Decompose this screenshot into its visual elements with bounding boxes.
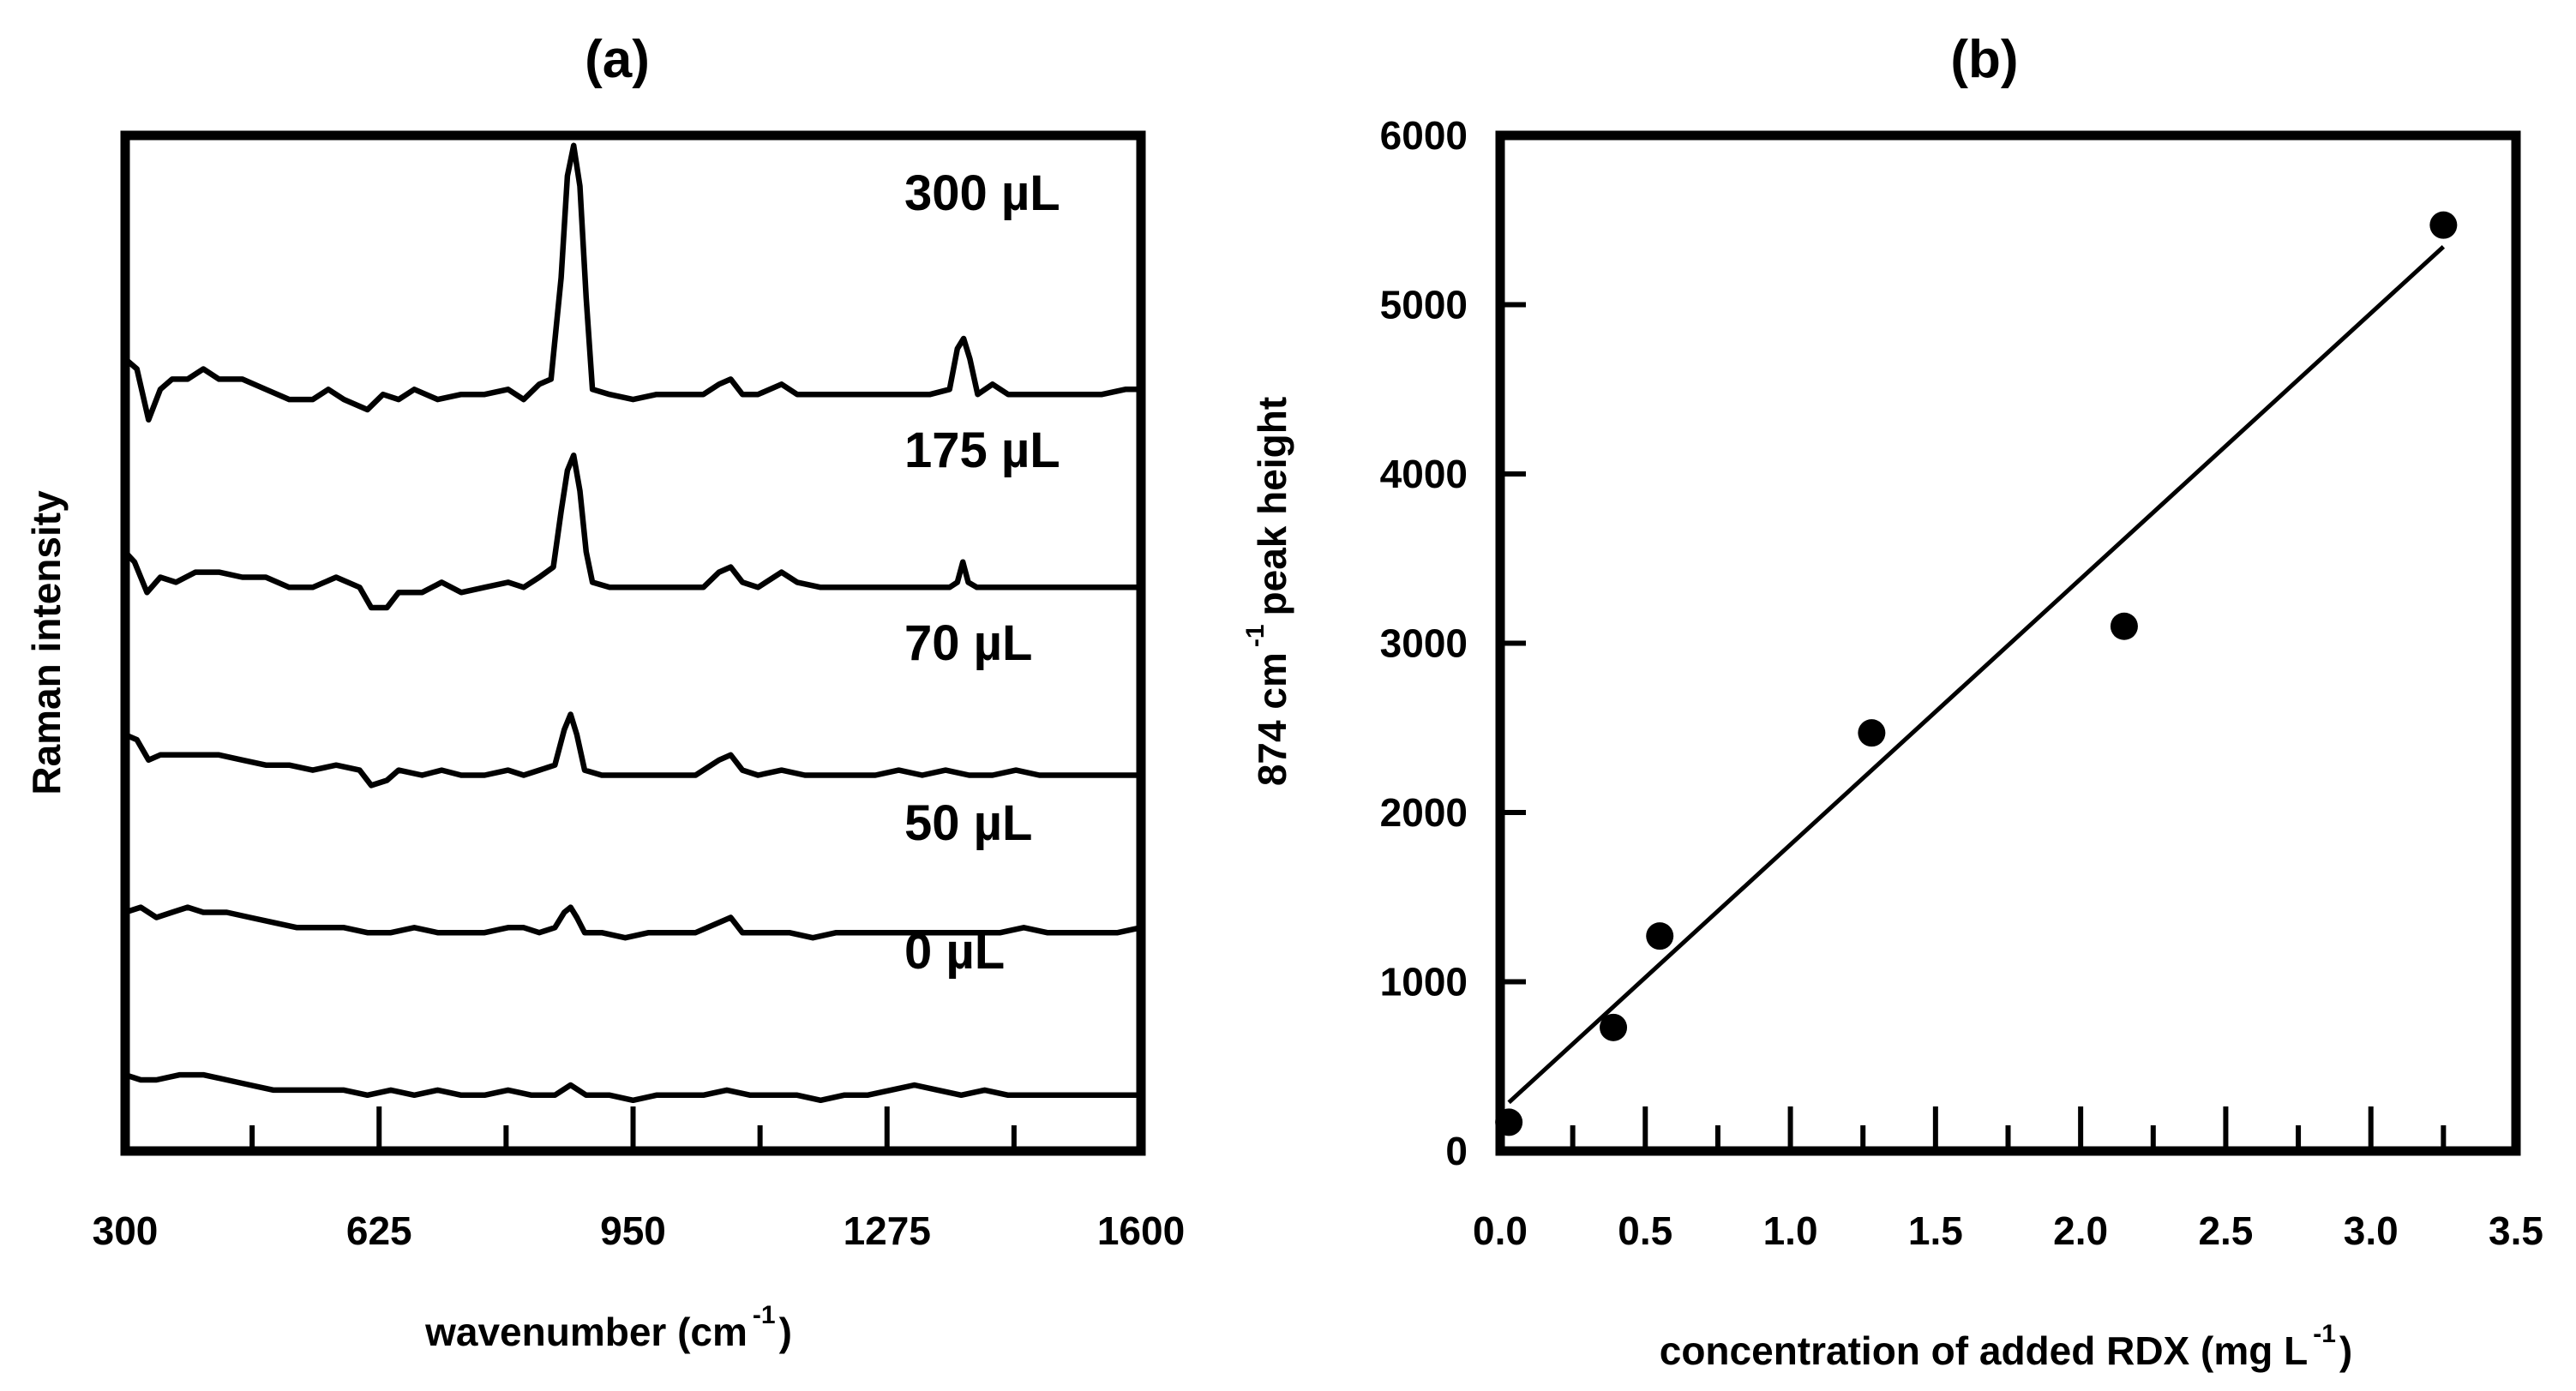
x-tick-label: 2.5 bbox=[2198, 1208, 2253, 1253]
y-tick-label: 0 bbox=[1445, 1129, 1468, 1173]
spectrum-trace bbox=[122, 142, 1144, 423]
x-axis-label-close: ) bbox=[779, 1310, 792, 1354]
y-tick-label: 6000 bbox=[1380, 113, 1468, 158]
y-tick-label: 1000 bbox=[1380, 960, 1468, 1004]
x-axis-label-text: wavenumber (cm bbox=[424, 1310, 748, 1354]
panel-b-x-axis-label: concentration of added RDX (mg L -1) bbox=[1660, 1320, 2352, 1373]
y-axis-label-part1: 874 cm bbox=[1250, 652, 1294, 786]
data-point bbox=[1858, 719, 1886, 747]
data-point bbox=[1646, 922, 1674, 950]
spectrum-trace bbox=[122, 453, 1144, 611]
panel-a-traces bbox=[122, 142, 1144, 1104]
panel-b-x-ticks bbox=[1498, 1106, 2519, 1151]
x-tick-label: 1600 bbox=[1097, 1208, 1185, 1253]
x-tick-label: 0.5 bbox=[1618, 1208, 1672, 1253]
panel-b-y-axis-label: 874 cm -1 peak height bbox=[1241, 397, 1294, 786]
x-axis-label-close: ) bbox=[2339, 1328, 2352, 1373]
x-axis-label-superscript: -1 bbox=[2313, 1320, 2336, 1348]
trace-label-70ul: 70 µL bbox=[904, 615, 1032, 671]
panel-b-y-tick-labels: 0 1000 2000 3000 4000 5000 6000 bbox=[1380, 113, 1468, 1173]
x-tick-label: 3.0 bbox=[2344, 1208, 2399, 1253]
panel-b-y-ticks bbox=[1500, 133, 1526, 1154]
panel-b-fit-line-group bbox=[1507, 245, 2446, 1105]
panel-a-y-axis-label: Raman intensity bbox=[24, 490, 69, 795]
y-tick-label: 5000 bbox=[1380, 283, 1468, 327]
x-tick-label: 1275 bbox=[844, 1208, 931, 1253]
panel-a: (a) 300 625 950 1275 1600 wavenumber (cm… bbox=[24, 30, 1185, 1354]
spectrum-trace bbox=[122, 904, 1144, 941]
x-tick-label: 625 bbox=[346, 1208, 412, 1253]
trace-label-0ul: 0 µL bbox=[904, 924, 1005, 980]
y-axis-label-superscript: -1 bbox=[1241, 624, 1270, 647]
panel-b-label: (b) bbox=[1950, 30, 2018, 89]
data-point bbox=[2110, 612, 2138, 640]
panel-a-label: (a) bbox=[585, 30, 650, 89]
y-tick-label: 3000 bbox=[1380, 621, 1468, 666]
panel-b-data-points bbox=[1495, 211, 2458, 1136]
panel-b: (b) 0.0 0.5 1.0 1.5 2.0 2.5 3.0 3.5 0 10… bbox=[1241, 30, 2543, 1373]
y-tick-label: 2000 bbox=[1380, 790, 1468, 835]
fit-line bbox=[1507, 245, 2446, 1105]
x-tick-label: 2.0 bbox=[2053, 1208, 2108, 1253]
spectrum-trace bbox=[122, 1071, 1144, 1104]
x-tick-label: 950 bbox=[600, 1208, 666, 1253]
data-point bbox=[1600, 1013, 1628, 1041]
panel-b-x-tick-labels: 0.0 0.5 1.0 1.5 2.0 2.5 3.0 3.5 bbox=[1473, 1208, 2543, 1253]
data-point bbox=[1495, 1108, 1523, 1136]
x-tick-label: 1.5 bbox=[1908, 1208, 1963, 1253]
spectrum-trace bbox=[122, 711, 1144, 788]
y-tick-label: 4000 bbox=[1380, 452, 1468, 496]
trace-label-50ul: 50 µL bbox=[904, 795, 1032, 851]
panel-a-x-tick-labels: 300 625 950 1275 1600 bbox=[93, 1208, 1186, 1253]
panel-a-trace-labels: 300 µL 175 µL 70 µL 50 µL 0 µL bbox=[904, 165, 1060, 980]
trace-label-175ul: 175 µL bbox=[904, 423, 1060, 478]
data-point bbox=[2429, 211, 2458, 239]
trace-label-300ul: 300 µL bbox=[904, 165, 1060, 221]
x-axis-label-text: concentration of added RDX (mg L bbox=[1660, 1328, 2308, 1373]
x-tick-label: 0.0 bbox=[1473, 1208, 1528, 1253]
panel-a-x-axis-label: wavenumber (cm -1) bbox=[424, 1301, 792, 1354]
x-axis-label-superscript: -1 bbox=[753, 1301, 776, 1329]
x-tick-label: 3.5 bbox=[2489, 1208, 2543, 1253]
x-tick-label: 1.0 bbox=[1763, 1208, 1818, 1253]
x-tick-label: 300 bbox=[93, 1208, 159, 1253]
y-axis-label-part2: peak height bbox=[1250, 397, 1294, 616]
panel-a-x-ticks bbox=[123, 1106, 1144, 1151]
